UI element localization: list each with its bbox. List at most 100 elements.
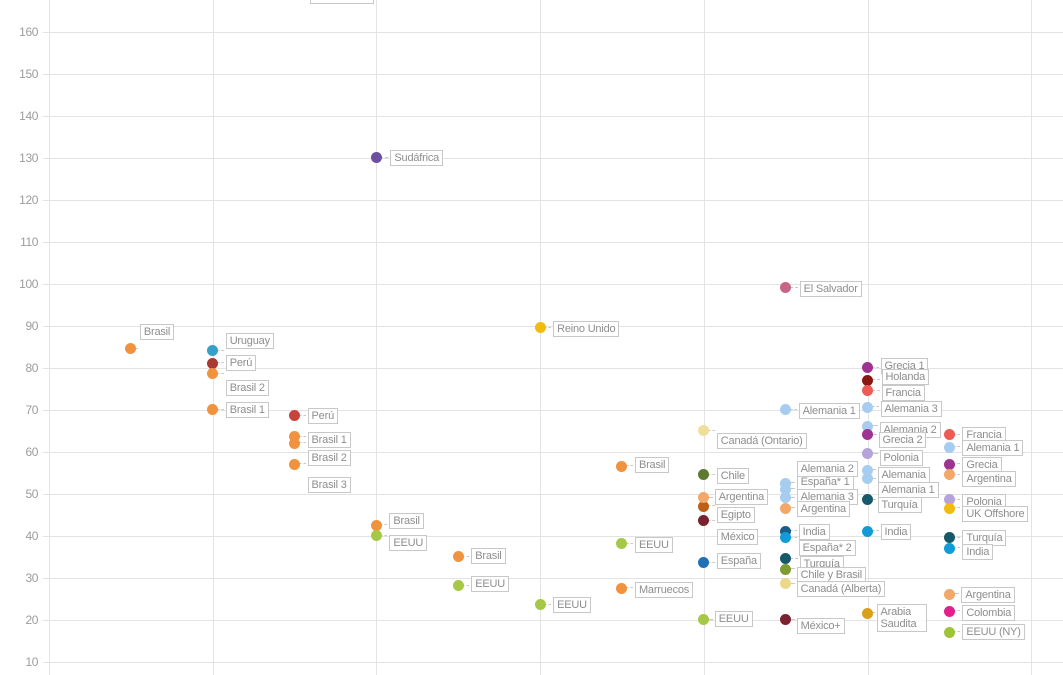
leader-line <box>871 530 879 532</box>
leader-line <box>953 631 961 633</box>
leader-line <box>216 372 224 374</box>
data-point-label: India <box>880 524 912 541</box>
data-point-dot <box>943 542 955 554</box>
data-point-label: Polonia <box>962 493 1006 510</box>
data-point-label: Brasil <box>634 457 670 474</box>
data-point-dot <box>616 582 628 594</box>
h-gridline <box>43 73 1063 75</box>
data-point-dot <box>207 404 219 415</box>
data-point-label: Alemania 3 <box>880 401 942 418</box>
data-point-label: Brasil 1 <box>225 401 269 418</box>
leader-line <box>953 498 961 500</box>
leader-line <box>380 156 389 158</box>
leader-line <box>871 406 879 408</box>
v-gridline <box>703 0 705 675</box>
data-point-label: Holanda <box>881 369 930 386</box>
data-point-dot <box>207 368 219 380</box>
data-point-dot <box>616 538 628 550</box>
data-point-dot <box>289 458 301 470</box>
leader-line <box>707 429 715 431</box>
y-axis-tick-label: 10 <box>25 654 38 669</box>
data-point-label: España* 2 <box>798 540 856 557</box>
data-point-dot <box>698 557 710 569</box>
y-axis-tick-label: 140 <box>19 108 38 123</box>
data-point-dot <box>780 525 792 537</box>
data-point-label: Perú <box>307 407 338 424</box>
data-point-label: EEUU <box>389 534 428 551</box>
leader-line <box>953 610 961 612</box>
leader-line <box>789 582 795 584</box>
data-point-dot <box>862 607 873 619</box>
data-point-dot <box>616 460 628 472</box>
leader-line <box>871 389 880 391</box>
data-point-dot <box>862 374 873 386</box>
data-point-dot <box>943 441 955 453</box>
data-point-label: Brasil 2 <box>307 450 351 467</box>
data-point-dot <box>862 494 873 506</box>
data-point-dot <box>698 614 710 625</box>
leader-line <box>871 433 877 435</box>
h-gridline <box>43 115 1063 117</box>
data-point-label: Brasil <box>139 323 175 340</box>
leader-line <box>789 618 795 620</box>
leader-line <box>871 379 880 381</box>
v-gridline <box>49 0 50 675</box>
leader-line <box>871 366 879 368</box>
data-point-dot <box>698 425 710 436</box>
data-point-dot <box>943 502 955 514</box>
v-gridline <box>867 0 869 675</box>
data-point-dot <box>862 429 873 441</box>
y-axis-tick-label: 120 <box>19 192 38 207</box>
h-gridline <box>43 577 1063 579</box>
data-point-label: EEUU <box>714 610 753 627</box>
leader-line <box>707 496 713 498</box>
leader-line <box>953 473 961 475</box>
leader-line <box>462 584 470 586</box>
h-gridline <box>43 31 1063 33</box>
data-point-label: El Salvador <box>799 280 862 297</box>
data-point-label: UK Offshore <box>962 506 1029 523</box>
data-point-label: Alemania 1 <box>877 481 939 498</box>
leader-line <box>216 362 224 364</box>
data-point-label: Argentina <box>714 488 769 505</box>
data-point-dot <box>943 429 955 441</box>
data-point-dot <box>780 404 792 415</box>
leader-line <box>216 408 224 410</box>
leader-line <box>789 408 797 410</box>
data-point-label: Alemania 1 <box>798 402 860 419</box>
data-point-dot <box>862 420 873 432</box>
data-point-dot <box>289 431 301 443</box>
data-point-label: EEUU <box>634 536 673 553</box>
h-gridline <box>43 283 1063 285</box>
data-point-label: Colombia <box>962 605 1016 622</box>
y-axis-tick-label: 100 <box>19 276 38 291</box>
data-point-dot <box>862 464 873 476</box>
leader-line <box>953 547 961 549</box>
y-axis-tick-label: 30 <box>25 570 38 585</box>
data-point-label: Argentina <box>961 587 1015 604</box>
data-point-dot <box>698 492 710 504</box>
leader-line <box>953 507 961 509</box>
h-gridline <box>43 241 1063 243</box>
leader-line <box>871 612 875 614</box>
y-axis-tick-label: 80 <box>25 360 38 375</box>
data-point-dot <box>943 532 955 544</box>
y-axis-tick-label: 50 <box>25 486 38 501</box>
leader-line <box>953 593 960 595</box>
leader-line <box>625 587 633 588</box>
leader-line <box>134 347 138 349</box>
data-point-label: EEUU <box>553 596 591 613</box>
leader-line <box>707 519 715 521</box>
leader-line <box>380 524 388 525</box>
leader-line <box>871 425 878 427</box>
h-gridline <box>43 199 1063 201</box>
data-point-label: EEUU <box>471 575 510 592</box>
data-point-dot <box>780 477 792 489</box>
v-gridline <box>376 0 378 675</box>
data-point-label: Argentina <box>962 470 1016 487</box>
data-point-dot <box>780 578 792 590</box>
leader-line <box>953 536 961 538</box>
leader-line <box>871 452 878 454</box>
data-point-label: Brasil 1 <box>307 431 351 448</box>
leader-line <box>298 442 306 444</box>
